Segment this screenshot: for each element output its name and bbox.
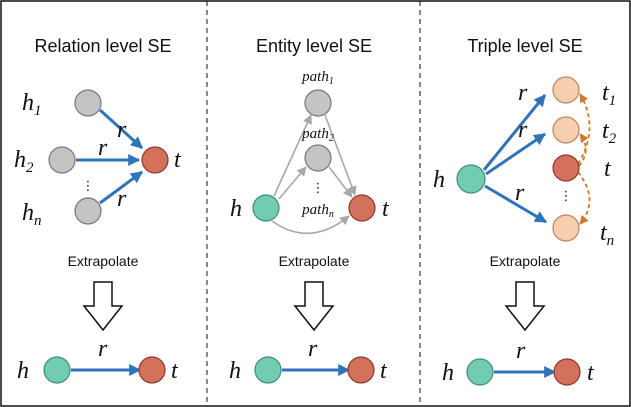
relation-label: r [98,336,108,362]
edge [99,170,143,205]
label-sub: 2 [329,133,334,144]
tail-label: t1 [602,80,616,109]
down-arrow [82,281,124,332]
panel-title: Triple level SE [467,36,582,56]
node [552,116,580,144]
relation-label: r [308,336,318,362]
edge [273,114,312,197]
edge [484,184,548,224]
head-label: h [433,167,445,193]
tail-label: tn [600,220,614,249]
extrapolate-label: Extrapolate [68,253,139,269]
node [304,89,332,117]
path-label: pathn [301,202,334,220]
label-sub: 1 [329,76,334,87]
edge [98,108,144,150]
edge [577,93,591,165]
node [254,356,282,384]
label-base: t [600,220,608,246]
node [347,356,375,384]
node [252,194,280,222]
extrapolate-label: Extrapolate [279,253,350,269]
ellipsis: ⋮ [560,189,573,204]
node [48,146,76,174]
node [74,89,102,117]
head-label: h [230,196,242,222]
entity-panel: Entity level SE path1 path2 pathn ⋮ h t … [229,36,390,384]
label-base: h [14,147,26,173]
node [553,358,581,386]
label-base: t [602,80,610,106]
label-base: h [22,90,34,116]
edge [328,166,353,198]
label-base: t [602,118,610,144]
node [552,154,580,182]
edge [482,94,547,171]
label-sub: 2 [26,160,34,176]
edge [324,114,357,196]
relation-panel: Relation level SE h1 h2 hn r r r t ⋮ Ext… [14,36,182,384]
panel-title: Relation level SE [34,36,171,56]
node [552,214,580,242]
label-sub: 1 [609,93,617,109]
node [74,197,102,225]
head-label: hn [22,200,42,229]
tail-label: t [587,360,595,386]
tail-label: t [171,358,179,384]
edge [578,133,589,167]
extrapolate-label: Extrapolate [490,253,561,269]
node [466,358,494,386]
label-sub: 2 [609,131,617,147]
down-arrow [293,281,335,332]
triple-panel: Triple level SE h r r r t1 t2 t tn ⋮ Ext… [433,36,617,386]
tail-label: t [174,147,182,173]
tail-label: t2 [602,118,617,147]
path-label: path1 [301,69,334,87]
relation-label: r [117,186,127,212]
relation-label: r [98,135,108,161]
label-sub: n [329,209,334,220]
head-label: h [229,358,241,384]
node [456,164,486,194]
head-label: h [17,358,29,384]
relation-label: r [516,338,526,364]
ellipsis: ⋮ [82,179,95,194]
label-sub: 1 [34,103,42,119]
tail-label: t [380,358,388,384]
path-label: path2 [301,126,334,144]
label-base: path [301,69,329,85]
label-base: path [301,126,329,142]
relation-label: r [518,117,528,143]
panel-title: Entity level SE [256,36,372,56]
edge [577,171,591,225]
node [552,76,580,104]
target-label: t [604,156,612,182]
edge [485,132,546,176]
label-base: h [22,200,34,226]
down-arrow [504,281,546,332]
relation-label: r [117,117,127,143]
edge [278,166,307,200]
head-label: h1 [22,90,42,119]
node [304,144,332,172]
node [43,356,71,384]
label-sub: n [34,213,42,229]
head-label: h [442,360,454,386]
tail-label: t [382,196,390,222]
relation-label: r [515,180,525,206]
label-base: path [301,202,329,218]
head-label: h2 [14,147,34,176]
node [141,146,169,174]
node [348,194,376,222]
label-sub: n [607,233,615,249]
relation-label: r [518,80,528,106]
node [138,356,166,384]
ellipsis: ⋮ [312,181,325,196]
edge [271,215,350,235]
